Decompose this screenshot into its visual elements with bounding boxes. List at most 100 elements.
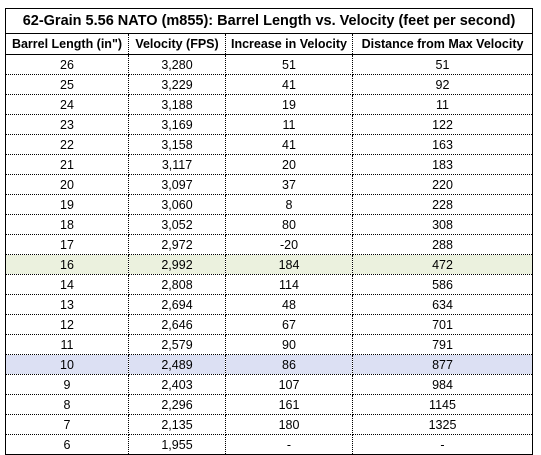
table-cell: 114: [225, 274, 353, 295]
table-cell: 634: [352, 294, 533, 315]
table-cell: 308: [352, 214, 533, 235]
table-cell: 2,135: [128, 414, 226, 435]
table-row: 18 3,052 80 308: [5, 214, 533, 235]
table-row: 16 2,992 184 472: [5, 254, 533, 275]
table-row: 19 3,060 8 228: [5, 194, 533, 215]
column-header: Increase in Velocity: [225, 33, 353, 55]
table-row: 7 2,135 180 1325: [5, 414, 533, 435]
table-cell: 90: [225, 334, 353, 355]
table-cell: 184: [225, 254, 353, 275]
table-cell: 10: [5, 354, 129, 375]
table-row: 23 3,169 11 122: [5, 114, 533, 135]
table-cell: 1325: [352, 414, 533, 435]
column-header: Barrel Length (in"): [5, 33, 129, 55]
table-cell: -: [225, 434, 353, 455]
table-cell: 163: [352, 134, 533, 155]
table-cell: 3,229: [128, 74, 226, 95]
table-cell: 25: [5, 74, 129, 95]
table-row: 11 2,579 90 791: [5, 334, 533, 355]
table-cell: 107: [225, 374, 353, 395]
table-cell: 2,489: [128, 354, 226, 375]
table-row: 24 3,188 19 11: [5, 94, 533, 115]
table-cell: 17: [5, 234, 129, 255]
page: 62-Grain 5.56 NATO (m855): Barrel Length…: [5, 8, 533, 455]
table-cell: 3,280: [128, 54, 226, 75]
table-cell: 24: [5, 94, 129, 115]
table-row: 6 1,955- -: [5, 434, 533, 455]
table-cell: 161: [225, 394, 353, 415]
table-cell: 3,117: [128, 154, 226, 175]
table-cell: 19: [225, 94, 353, 115]
table-cell: 3,158: [128, 134, 226, 155]
table-cell: 122: [352, 114, 533, 135]
table-cell: 2,296: [128, 394, 226, 415]
table-cell: 51: [225, 54, 353, 75]
table-cell: 22: [5, 134, 129, 155]
table-cell: 80: [225, 214, 353, 235]
table-cell: 67: [225, 314, 353, 335]
table-cell: 41: [225, 74, 353, 95]
table-cell: 2,579: [128, 334, 226, 355]
table-cell: 984: [352, 374, 533, 395]
table-cell: 791: [352, 334, 533, 355]
table-row: 20 3,097 37 220: [5, 174, 533, 195]
column-header: Velocity (FPS): [128, 33, 226, 55]
table-cell: 2,403: [128, 374, 226, 395]
table-cell: 3,052: [128, 214, 226, 235]
table-row: 22 3,158 41 163: [5, 134, 533, 155]
table-row: 13 2,694 48 634: [5, 294, 533, 315]
table-cell: 20: [5, 174, 129, 195]
table-row: 17 2,972 -20 288: [5, 234, 533, 255]
header-row: Barrel Length (in") Velocity (FPS) Increas…: [5, 33, 533, 55]
table-row: 14 2,808 114 586: [5, 274, 533, 295]
table-row: 12 2,646 67 701: [5, 314, 533, 335]
table-cell: 92: [352, 74, 533, 95]
table-cell: 228: [352, 194, 533, 215]
title-row: 62-Grain 5.56 NATO (m855): Barrel Length…: [5, 8, 533, 34]
table-cell: 472: [352, 254, 533, 275]
table-cell: 3,169: [128, 114, 226, 135]
table-cell: 2,646: [128, 314, 226, 335]
table-cell: 2,808: [128, 274, 226, 295]
table-cell: 37: [225, 174, 353, 195]
table-cell: 19: [5, 194, 129, 215]
table-cell: 1145: [352, 394, 533, 415]
table-cell: 701: [352, 314, 533, 335]
table-cell: 41: [225, 134, 353, 155]
table-cell: 11: [352, 94, 533, 115]
table-cell: 2,972: [128, 234, 226, 255]
table-cell: 23: [5, 114, 129, 135]
table-row: 9 2,403 107 984: [5, 374, 533, 395]
table-cell: 20: [225, 154, 353, 175]
table-cell: 586: [352, 274, 533, 295]
table-cell: 26: [5, 54, 129, 75]
table-cell: 11: [225, 114, 353, 135]
table-cell: 6: [5, 434, 129, 455]
table-title: 62-Grain 5.56 NATO (m855): Barrel Length…: [5, 8, 533, 34]
table-cell: 13: [5, 294, 129, 315]
table-row: 26 3,280 51 51: [5, 54, 533, 75]
table-cell: 51: [352, 54, 533, 75]
table-body: 26 3,280 51 51 25 3,229 41 92 24 3,188 19 11 23 3,169…: [5, 54, 533, 455]
table-row: 10 2,489 86 877: [5, 354, 533, 375]
table-cell: 2,694: [128, 294, 226, 315]
table-cell: -: [352, 434, 533, 455]
table-cell: 2,992: [128, 254, 226, 275]
table-cell: 9: [5, 374, 129, 395]
table-cell: 220: [352, 174, 533, 195]
table-cell: 48: [225, 294, 353, 315]
table-cell: 21: [5, 154, 129, 175]
table-cell: 3,097: [128, 174, 226, 195]
table-cell: 18: [5, 214, 129, 235]
table-cell: 3,188: [128, 94, 226, 115]
table-cell: 8: [5, 394, 129, 415]
table-row: 21 3,117 20 183: [5, 154, 533, 175]
table-row: 8 2,296 161 1145: [5, 394, 533, 415]
table-cell: 16: [5, 254, 129, 275]
table-cell: -20: [225, 234, 353, 255]
table-cell: 7: [5, 414, 129, 435]
table-cell: 180: [225, 414, 353, 435]
table-row: 25 3,229 41 92: [5, 74, 533, 95]
table-cell: 1,955: [128, 434, 226, 455]
table-cell: 877: [352, 354, 533, 375]
